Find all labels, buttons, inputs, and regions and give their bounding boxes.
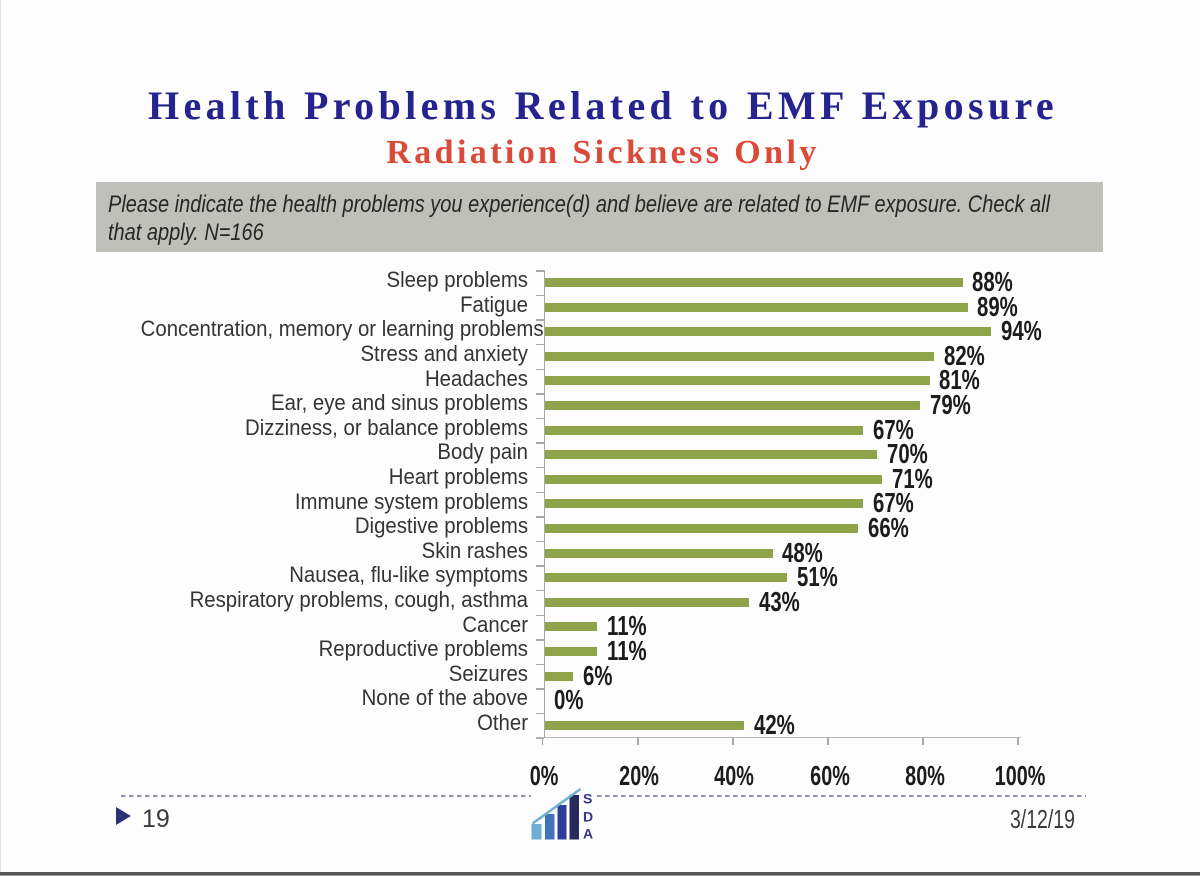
svg-text:A: A: [583, 826, 593, 842]
svg-text:D: D: [583, 809, 593, 825]
svg-text:S: S: [583, 791, 592, 807]
